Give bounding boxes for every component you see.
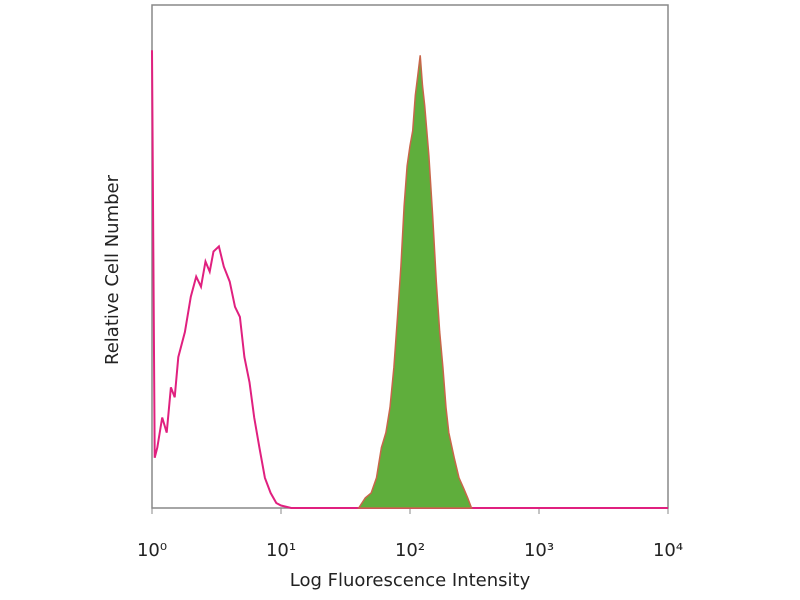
x-tick-label: 10¹ bbox=[266, 540, 296, 561]
x-tick-label: 10⁴ bbox=[653, 540, 683, 561]
x-axis-label: Log Fluorescence Intensity bbox=[290, 570, 531, 591]
x-tick-label: 10² bbox=[395, 540, 425, 561]
histogram-area bbox=[357, 55, 473, 509]
histogram-line bbox=[151, 50, 668, 509]
x-tick-label: 10⁰ bbox=[137, 540, 167, 561]
x-tick-label: 10³ bbox=[524, 540, 554, 561]
y-axis-label: Relative Cell Number bbox=[102, 174, 123, 365]
